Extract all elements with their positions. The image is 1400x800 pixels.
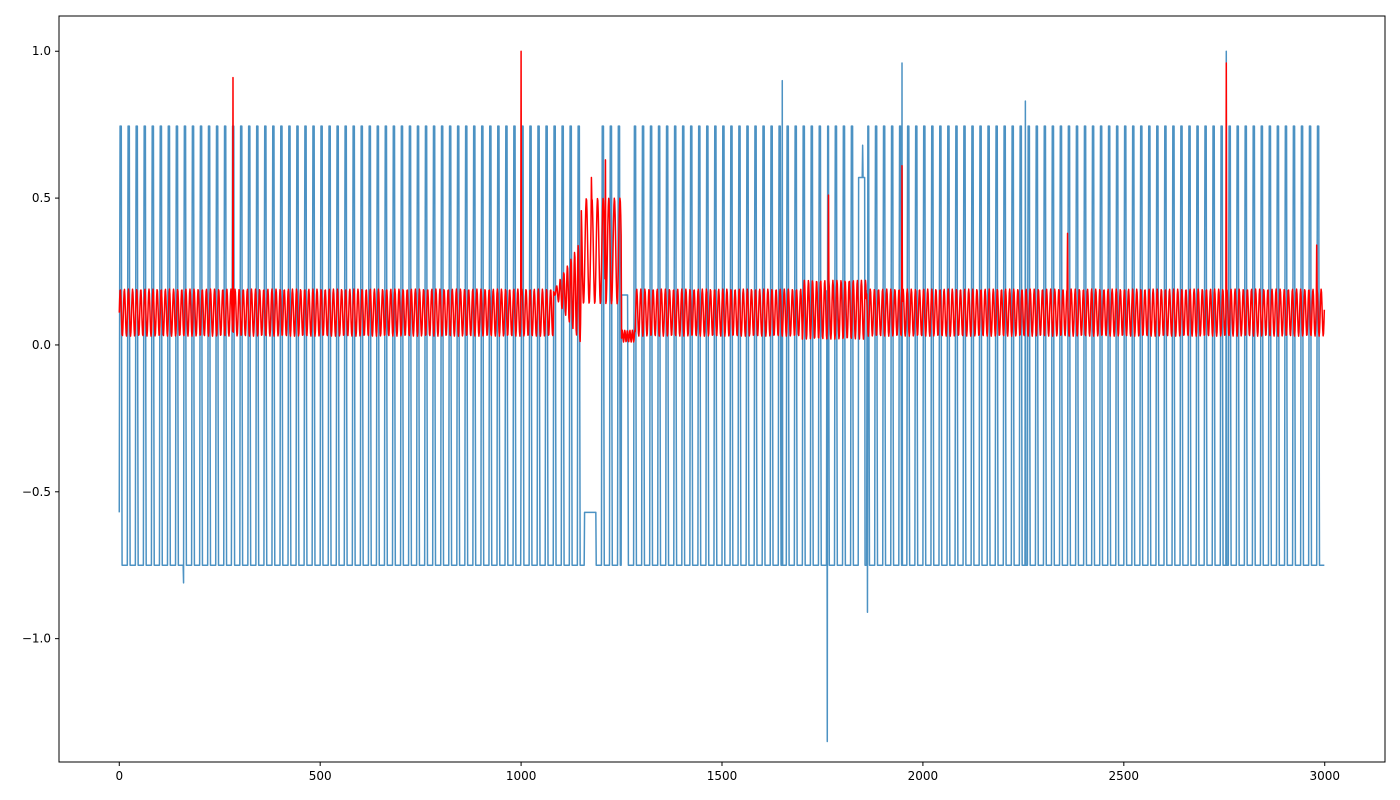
y-tick-label: 0.5 [32,191,51,205]
x-axis-ticks: 0 500 1000 1500 2000 2500 3000 [115,762,1340,783]
plot-lines [118,50,1326,743]
series-line-blue [118,50,1325,743]
x-tick-label: 2000 [908,769,939,783]
y-axis-ticks: −1.0 −0.5 0.0 0.5 1.0 [22,44,59,646]
y-tick-label: 1.0 [32,44,51,58]
x-tick-label: 2500 [1109,769,1140,783]
x-tick-label: 1000 [506,769,537,783]
y-tick-label: 0.0 [32,338,51,352]
x-tick-label: 1500 [707,769,738,783]
x-tick-label: 3000 [1309,769,1340,783]
series-line-red [118,50,1326,343]
x-tick-label: 500 [309,769,332,783]
x-tick-label: 0 [115,769,123,783]
y-tick-label: −0.5 [22,485,51,499]
y-tick-label: −1.0 [22,632,51,646]
